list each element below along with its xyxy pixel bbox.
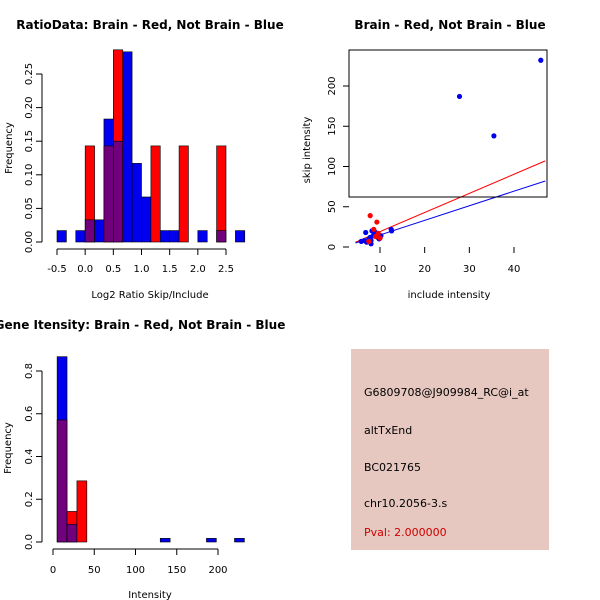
blue-bar	[131, 163, 142, 243]
blue-bar	[56, 230, 67, 243]
blue-bar	[159, 230, 170, 243]
y-tick-label: 0.4	[24, 449, 35, 465]
intensity-scatter-chart: Brain - Red, Not Brain - Blue include in…	[302, 18, 548, 301]
chart-title: Brain - Red, Not Brain - Blue	[354, 18, 545, 32]
brain-point	[374, 219, 380, 225]
probe-id: G6809708@J909984_RC@i_at	[364, 386, 529, 399]
red-bar	[216, 145, 227, 243]
not-brain-point	[491, 133, 497, 139]
x-tick-label: 20	[418, 264, 431, 275]
blue-bar	[235, 230, 246, 243]
not-brain-point	[456, 93, 463, 100]
not-brain-point	[367, 234, 373, 240]
y-tick-label: 150	[327, 117, 338, 136]
y-tick-label: 100	[327, 157, 338, 176]
overlap-bar	[103, 145, 114, 243]
blue-bar	[159, 538, 171, 543]
p-value: Pval: 2.000000	[364, 526, 447, 539]
overlap-bar	[216, 230, 227, 243]
y-tick-label: 200	[327, 76, 338, 95]
x-axis-label: Intensity	[128, 590, 172, 600]
x-tick-label: 40	[508, 264, 521, 275]
x-tick-label: 2.0	[190, 264, 206, 275]
y-tick-label: 0.25	[24, 63, 35, 85]
blue-bar	[197, 230, 208, 243]
genomic-location: chr10.2056-3.s	[364, 497, 448, 510]
chart-title: RatioData: Brain - Red, Not Brain - Blue	[16, 18, 283, 32]
blue-bar	[169, 230, 180, 243]
red-bar	[178, 145, 189, 243]
y-tick-label: 0.20	[24, 96, 35, 118]
overlap-bar	[84, 219, 95, 243]
overlap-bar	[113, 140, 124, 243]
y-axis-label: Frequency	[4, 122, 15, 174]
x-tick-label: 0	[50, 565, 56, 576]
y-tick-label: 0.05	[24, 197, 35, 219]
overlap-bar	[56, 419, 68, 543]
blue-bar	[75, 230, 86, 243]
x-tick-label: 200	[208, 565, 227, 576]
blue-bar	[234, 538, 245, 543]
x-tick-label: 50	[88, 565, 101, 576]
x-tick-label: 10	[374, 264, 387, 275]
gene-info-panel: G6809708@J909984_RC@i_at altTxEnd BC0217…	[351, 349, 549, 550]
x-tick-label: -0.5	[47, 264, 67, 275]
y-tick-label: 0.8	[24, 363, 35, 379]
x-tick-label: 0.0	[77, 264, 93, 275]
not-brain-point	[388, 226, 394, 232]
not-brain-point	[538, 57, 544, 63]
x-tick-label: 0.5	[105, 264, 121, 275]
red-bar	[76, 480, 88, 543]
y-axis-label: skip intensity	[302, 117, 313, 184]
y-tick-label: 0.10	[24, 164, 35, 186]
y-tick-label: 0.2	[24, 491, 35, 507]
x-axis-label: include intensity	[408, 290, 491, 301]
not-brain-point	[363, 229, 369, 236]
x-tick-label: 2.5	[218, 264, 234, 275]
blue-bar	[122, 51, 133, 243]
brain-point	[377, 235, 383, 241]
brain-point	[366, 238, 372, 244]
accession-id: BC021765	[364, 461, 422, 474]
chart-title: Gene Itensity: Brain - Red, Not Brain - …	[0, 318, 285, 332]
blue-bar	[206, 538, 217, 543]
x-tick-label: 150	[167, 565, 186, 576]
gene-intensity-histogram-chart: Gene Itensity: Brain - Red, Not Brain - …	[0, 318, 285, 600]
y-axis-label: Frequency	[3, 422, 14, 474]
x-axis-label: Log2 Ratio Skip/Include	[91, 290, 208, 301]
brain-point	[371, 226, 377, 232]
event-type: altTxEnd	[364, 424, 413, 437]
plot-frame	[348, 49, 548, 198]
blue-bar	[141, 196, 152, 243]
overlap-bar	[66, 523, 78, 543]
blue-fit-line	[355, 180, 546, 244]
red-bar	[150, 145, 161, 243]
y-tick-label: 0.0	[24, 534, 35, 550]
x-tick-label: 30	[463, 264, 476, 275]
x-tick-label: 100	[126, 565, 145, 576]
y-tick-label: 0.15	[24, 130, 35, 152]
red-fit-line	[355, 160, 546, 243]
y-tick-label: 0.6	[24, 406, 35, 422]
y-tick-label: 50	[327, 200, 338, 213]
x-tick-label: 1.5	[162, 264, 178, 275]
brain-point	[375, 230, 381, 236]
y-tick-label: 0	[327, 244, 338, 250]
ratio-histogram-chart: RatioData: Brain - Red, Not Brain - Blue…	[4, 18, 284, 301]
y-tick-label: 0.00	[24, 231, 35, 253]
brain-point	[367, 213, 373, 219]
x-tick-label: 1.0	[134, 264, 150, 275]
not-brain-point	[358, 238, 364, 244]
blue-bar	[94, 219, 105, 243]
